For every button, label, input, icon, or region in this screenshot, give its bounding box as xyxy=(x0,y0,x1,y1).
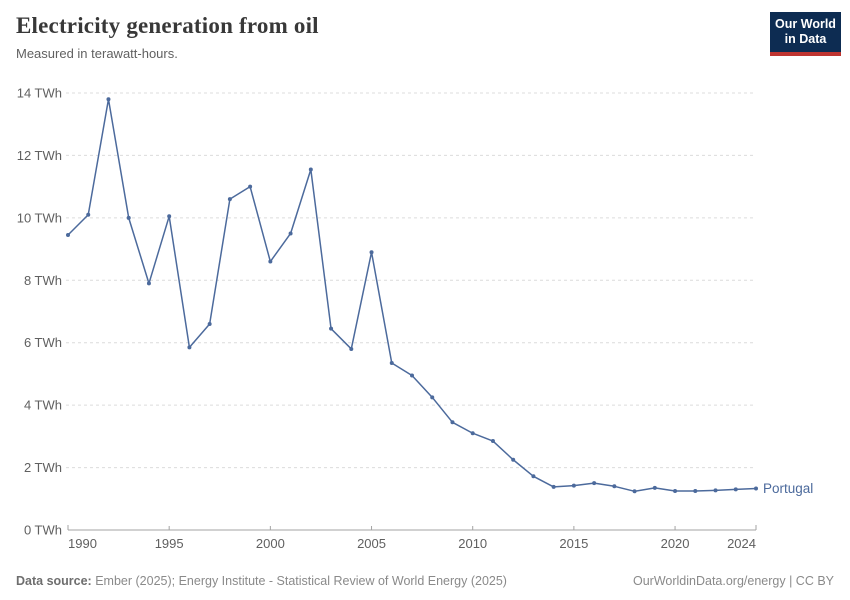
chart-header: Electricity generation from oil Measured… xyxy=(16,13,319,61)
data-point xyxy=(167,214,172,219)
data-point xyxy=(430,395,435,400)
data-source-note: Data source: Ember (2025); Energy Instit… xyxy=(16,574,507,588)
y-tick-label: 14 TWh xyxy=(17,86,62,101)
data-point xyxy=(207,321,212,326)
data-point xyxy=(86,212,91,217)
data-point xyxy=(733,487,738,492)
y-tick-label: 12 TWh xyxy=(17,148,62,163)
data-point xyxy=(652,485,657,490)
data-point xyxy=(713,488,718,493)
data-point xyxy=(248,184,253,189)
owid-logo-line1: Our World xyxy=(775,17,836,31)
data-point xyxy=(268,259,273,264)
y-tick-label: 0 TWh xyxy=(24,523,62,538)
data-point xyxy=(349,346,354,351)
y-tick-label: 2 TWh xyxy=(24,460,62,475)
data-point xyxy=(227,197,232,202)
chart-title: Electricity generation from oil xyxy=(16,13,319,38)
data-point xyxy=(329,326,334,331)
data-point xyxy=(592,481,597,486)
chart-subtitle: Measured in terawatt-hours. xyxy=(16,46,178,61)
data-point xyxy=(369,250,374,255)
data-point xyxy=(511,457,516,462)
data-line xyxy=(67,98,757,493)
data-point xyxy=(693,488,698,493)
data-point xyxy=(470,431,475,436)
y-tick-label: 6 TWh xyxy=(24,335,62,350)
owid-logo-line2: in Data xyxy=(784,32,827,47)
data-point xyxy=(308,167,313,172)
x-tick-label: 2005 xyxy=(357,536,386,551)
data-point xyxy=(106,97,111,102)
data-point xyxy=(410,373,414,378)
data-point xyxy=(450,420,455,425)
data-point xyxy=(632,489,637,494)
chart-footer: Data source: Ember (2025); Energy Instit… xyxy=(16,574,834,588)
data-point xyxy=(66,233,70,238)
x-tick-label: 1995 xyxy=(155,536,184,551)
data-point xyxy=(551,484,556,489)
data-source-label: Data source: xyxy=(16,574,92,588)
x-tick-label: 2020 xyxy=(661,536,690,551)
data-point xyxy=(490,439,495,444)
x-tick-label: 1990 xyxy=(68,536,97,551)
data-point xyxy=(146,281,151,286)
data-point xyxy=(531,474,536,479)
y-tick-label: 10 TWh xyxy=(17,210,62,225)
data-point xyxy=(673,488,678,493)
footer-license-link[interactable]: OurWorldinData.org/energy | CC BY xyxy=(632,574,834,588)
data-point xyxy=(389,361,394,366)
x-tick-label: 2000 xyxy=(256,536,285,551)
data-source-text: Ember (2025); Energy Institute - Statist… xyxy=(95,574,507,588)
data-point xyxy=(571,483,576,488)
data-point xyxy=(754,486,758,491)
x-tick-label: 2015 xyxy=(559,536,588,551)
data-point xyxy=(126,215,131,220)
data-point xyxy=(187,345,192,350)
data-point xyxy=(612,484,617,489)
y-tick-label: 8 TWh xyxy=(24,273,62,288)
x-tick-label: 2010 xyxy=(458,536,487,551)
series-end-label: Portugal xyxy=(763,481,813,496)
x-tick-label: 2024 xyxy=(727,536,756,551)
y-tick-label: 4 TWh xyxy=(24,398,62,413)
data-point xyxy=(288,231,293,236)
owid-logo: Our World in Data xyxy=(770,12,841,56)
